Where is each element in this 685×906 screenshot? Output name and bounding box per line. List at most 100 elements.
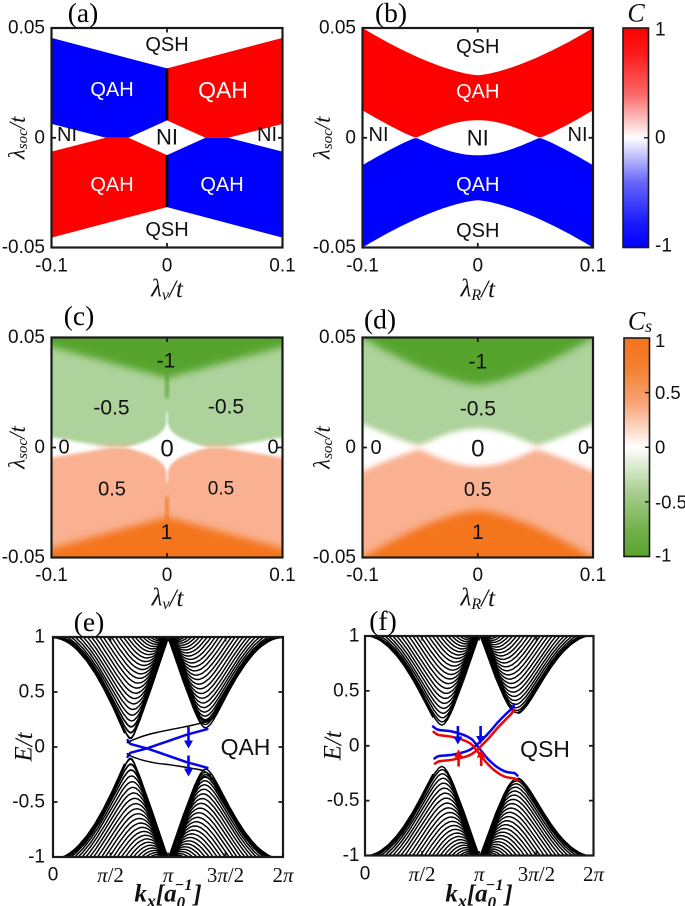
- svg-text:QAH: QAH: [198, 77, 248, 103]
- svg-text:0: 0: [360, 864, 371, 885]
- svg-text:-1: -1: [343, 845, 360, 866]
- svg-text:(d): (d): [364, 304, 396, 335]
- svg-text:0: 0: [473, 256, 484, 277]
- svg-text:-0.5: -0.5: [655, 491, 685, 512]
- svg-text:NI: NI: [156, 125, 178, 150]
- svg-text:0.5: 0.5: [19, 682, 45, 703]
- svg-text:1: 1: [655, 330, 665, 351]
- svg-text:0: 0: [58, 437, 69, 459]
- svg-text:QAH: QAH: [90, 79, 133, 101]
- svg-text:E/t: E/t: [11, 731, 38, 762]
- svg-text:2π: 2π: [583, 862, 605, 886]
- svg-text:-0.5: -0.5: [327, 790, 360, 811]
- svg-text:NI: NI: [467, 126, 489, 151]
- svg-text:0.05: 0.05: [319, 18, 356, 39]
- svg-text:-0.1: -0.1: [346, 565, 379, 586]
- svg-text:0.1: 0.1: [580, 256, 606, 277]
- svg-text:(f): (f): [369, 605, 396, 636]
- svg-text:0: 0: [370, 437, 381, 459]
- svg-text:0: 0: [162, 256, 173, 277]
- svg-text:3π/2: 3π/2: [518, 862, 555, 886]
- svg-text:0: 0: [345, 437, 356, 458]
- svg-text:0: 0: [473, 565, 484, 586]
- svg-text:-1: -1: [655, 545, 671, 566]
- svg-text:(a): (a): [68, 0, 99, 28]
- svg-text:1: 1: [472, 521, 484, 544]
- svg-text:λR/t: λR/t: [460, 585, 497, 613]
- svg-text:3π/2: 3π/2: [207, 863, 244, 887]
- svg-text:λsoc/t: λsoc/t: [5, 116, 32, 160]
- svg-text:0: 0: [162, 565, 173, 586]
- svg-text:λv/t: λv/t: [151, 585, 185, 613]
- svg-text:-0.05: -0.05: [2, 237, 45, 258]
- svg-text:0: 0: [34, 437, 45, 458]
- svg-text:-1: -1: [157, 350, 176, 373]
- svg-text:QAH: QAH: [90, 174, 133, 196]
- svg-text:-0.5: -0.5: [93, 397, 129, 420]
- svg-text:-0.05: -0.05: [313, 547, 356, 568]
- svg-text:QSH: QSH: [520, 736, 570, 762]
- svg-text:QAH: QAH: [221, 734, 271, 760]
- svg-text:1: 1: [34, 627, 45, 648]
- svg-text:0.5: 0.5: [333, 680, 359, 701]
- svg-text:-0.1: -0.1: [346, 256, 379, 277]
- svg-text:QSH: QSH: [456, 36, 499, 58]
- svg-text:π/2: π/2: [409, 862, 436, 886]
- svg-text:0.5: 0.5: [464, 479, 492, 501]
- svg-text:0: 0: [345, 127, 356, 148]
- svg-text:λsoc/t: λsoc/t: [5, 426, 32, 470]
- svg-text:1: 1: [161, 521, 173, 544]
- svg-text:-0.5: -0.5: [12, 792, 45, 813]
- svg-text:1: 1: [655, 20, 666, 41]
- svg-text:QAH: QAH: [456, 174, 499, 196]
- svg-text:-0.1: -0.1: [35, 565, 68, 586]
- svg-text:0.05: 0.05: [8, 18, 45, 39]
- svg-text:0: 0: [267, 437, 278, 459]
- svg-text:C: C: [627, 0, 645, 28]
- svg-text:π/2: π/2: [97, 863, 124, 887]
- svg-text:QSH: QSH: [145, 219, 188, 241]
- svg-text:QAH: QAH: [200, 174, 243, 196]
- svg-text:-1: -1: [28, 847, 45, 868]
- svg-text:E/t: E/t: [320, 730, 347, 761]
- svg-text:-0.05: -0.05: [313, 237, 356, 258]
- svg-text:QAH: QAH: [456, 81, 499, 103]
- svg-text:(e): (e): [74, 606, 105, 637]
- svg-text:NI: NI: [568, 124, 588, 146]
- svg-text:π: π: [163, 863, 174, 887]
- svg-text:-1: -1: [655, 236, 672, 257]
- svg-text:-0.1: -0.1: [35, 256, 68, 277]
- svg-text:-1: -1: [468, 351, 487, 374]
- svg-text:0: 0: [655, 437, 665, 458]
- svg-text:0.05: 0.05: [319, 327, 356, 348]
- svg-text:0.1: 0.1: [269, 256, 295, 277]
- svg-text:0.5: 0.5: [98, 479, 126, 501]
- svg-text:NI: NI: [257, 124, 277, 146]
- svg-text:-0.5: -0.5: [460, 398, 496, 421]
- svg-text:0: 0: [34, 127, 45, 148]
- svg-text:0: 0: [655, 127, 666, 148]
- svg-text:NI: NI: [369, 124, 389, 146]
- svg-text:0: 0: [48, 865, 59, 886]
- svg-text:0: 0: [578, 437, 589, 459]
- svg-text:2π: 2π: [272, 863, 294, 887]
- svg-text:π: π: [474, 862, 485, 886]
- svg-text:-0.05: -0.05: [2, 547, 45, 568]
- svg-text:0: 0: [160, 436, 173, 463]
- svg-text:QSH: QSH: [145, 34, 188, 56]
- svg-text:0.5: 0.5: [208, 479, 234, 500]
- svg-text:0.05: 0.05: [8, 327, 45, 348]
- svg-text:0.1: 0.1: [580, 565, 606, 586]
- svg-text:(c): (c): [64, 300, 95, 331]
- svg-text:-0.5: -0.5: [208, 396, 244, 419]
- svg-text:QSH: QSH: [456, 220, 499, 242]
- svg-text:0: 0: [349, 735, 360, 756]
- svg-text:0: 0: [34, 737, 45, 758]
- svg-text:1: 1: [349, 626, 360, 647]
- svg-text:NI: NI: [57, 124, 77, 146]
- svg-text:0: 0: [471, 436, 484, 463]
- svg-text:(b): (b): [375, 0, 407, 28]
- svg-text:λv/t: λv/t: [150, 276, 184, 304]
- svg-text:0.5: 0.5: [655, 382, 681, 403]
- svg-text:0.1: 0.1: [269, 565, 295, 586]
